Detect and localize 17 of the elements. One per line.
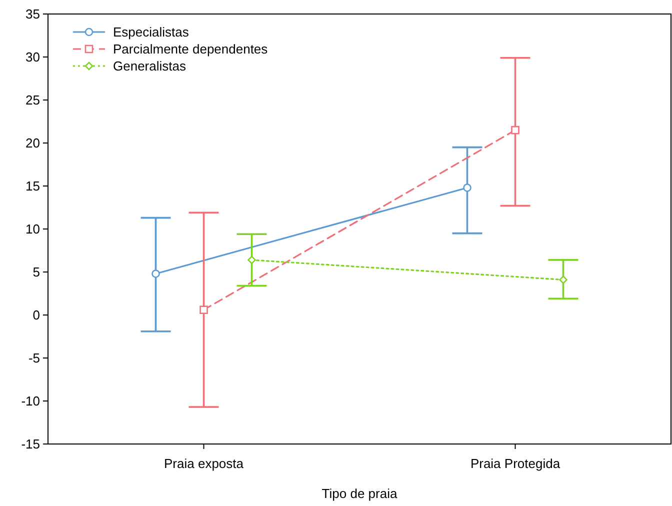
y-tick-label: 30	[26, 50, 40, 65]
y-tick-label: 10	[26, 222, 40, 237]
y-tick-label: 0	[32, 308, 40, 323]
y-tick-label: 15	[26, 178, 40, 194]
x-tick-label: Praia exposta	[164, 456, 244, 471]
y-tick-label: 5	[32, 264, 40, 280]
y-tick-label: 25	[26, 92, 40, 108]
legend-label: Generalistas	[113, 58, 186, 74]
legend-label: Especialistas	[113, 24, 190, 40]
y-tick-label: -5	[28, 350, 40, 366]
y-tick-label: 35	[26, 6, 40, 22]
y-tick-label: 20	[26, 136, 40, 151]
x-tick-label: Praia Protegida	[470, 456, 561, 471]
x-axis-title: Tipo de praia	[322, 486, 398, 501]
y-tick-label: -10	[21, 394, 40, 409]
legend-label: Parcialmente dependentes	[113, 42, 268, 57]
y-tick-label: -15	[21, 436, 40, 452]
